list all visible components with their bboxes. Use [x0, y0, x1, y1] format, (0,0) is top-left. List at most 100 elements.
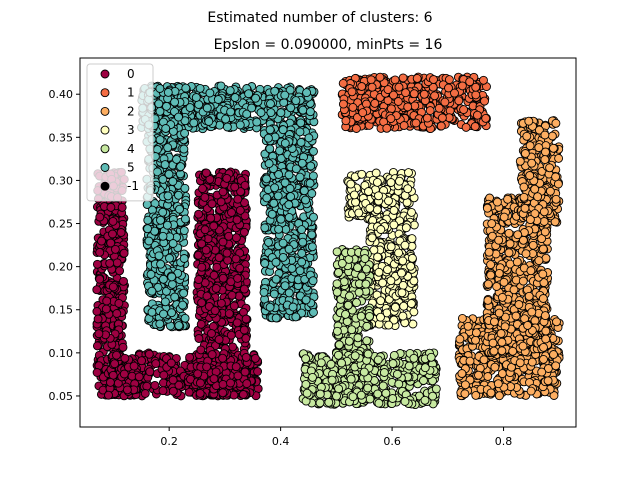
- point-cluster-2: [463, 321, 473, 331]
- point-cluster-2: [552, 317, 561, 327]
- point-cluster-0: [110, 244, 120, 254]
- point-cluster-1: [403, 102, 413, 112]
- point-cluster-2: [514, 300, 524, 309]
- point-cluster-4: [392, 369, 402, 379]
- point-cluster-0: [168, 375, 178, 385]
- point-cluster-2: [518, 341, 528, 351]
- point-cluster-0: [209, 270, 219, 280]
- point-cluster-4: [327, 375, 337, 385]
- point-cluster-2: [541, 326, 551, 336]
- point-cluster-0: [233, 194, 243, 204]
- point-cluster-0: [197, 262, 207, 272]
- point-cluster-2: [499, 277, 509, 287]
- point-cluster-0: [115, 266, 125, 276]
- point-cluster-0: [92, 259, 102, 269]
- point-cluster-2: [530, 184, 540, 194]
- point-cluster-2: [455, 334, 465, 344]
- point-cluster-0: [207, 199, 217, 209]
- point-cluster-2: [527, 307, 537, 317]
- point-cluster-2: [511, 311, 521, 321]
- point-cluster-2: [497, 337, 507, 347]
- point-cluster-0: [218, 187, 228, 197]
- point-cluster-0: [158, 386, 168, 396]
- point-cluster-3: [389, 205, 399, 215]
- point-cluster-1: [394, 82, 404, 92]
- point-cluster-2: [483, 372, 493, 381]
- point-cluster-2: [538, 294, 548, 303]
- point-cluster-0: [226, 378, 235, 388]
- point-cluster-0: [95, 212, 105, 222]
- point-cluster-0: [201, 245, 211, 255]
- point-cluster-0: [166, 358, 176, 368]
- point-cluster-0: [116, 228, 126, 237]
- point-cluster-0: [200, 225, 210, 235]
- point-cluster-0: [226, 330, 236, 340]
- point-cluster-0: [112, 350, 121, 360]
- point-cluster-0: [105, 377, 115, 387]
- point-cluster-0: [168, 386, 178, 396]
- point-cluster-2: [460, 380, 470, 390]
- point-cluster-2: [490, 362, 500, 372]
- point-cluster-2: [465, 356, 475, 366]
- point-cluster-3: [374, 191, 383, 201]
- point-cluster-5: [222, 122, 232, 132]
- point-cluster-5: [244, 89, 254, 99]
- point-cluster-3: [367, 233, 377, 243]
- point-cluster-2: [486, 388, 496, 398]
- point-cluster-5: [247, 103, 257, 113]
- point-cluster-0: [206, 213, 216, 223]
- point-cluster-0: [185, 352, 195, 362]
- point-cluster-4: [365, 394, 375, 404]
- point-cluster-1: [383, 85, 393, 95]
- point-cluster-2: [541, 334, 551, 344]
- point-cluster-1: [375, 72, 385, 82]
- point-cluster-0: [122, 385, 132, 395]
- point-cluster-2: [494, 268, 504, 278]
- point-cluster-3: [378, 278, 388, 288]
- point-cluster-2: [483, 295, 493, 305]
- point-cluster-2: [518, 276, 528, 286]
- point-cluster-2: [487, 219, 497, 229]
- point-cluster-2: [512, 257, 522, 267]
- point-cluster-2: [497, 346, 507, 356]
- point-cluster-1: [357, 82, 367, 91]
- point-cluster-3: [395, 176, 404, 186]
- point-cluster-0: [119, 248, 129, 258]
- point-cluster-4: [337, 367, 347, 377]
- point-cluster-4: [409, 353, 419, 363]
- point-cluster-4: [352, 298, 361, 308]
- point-cluster-1: [419, 89, 429, 99]
- point-cluster-2: [527, 357, 537, 367]
- point-cluster-2: [492, 197, 502, 207]
- point-cluster-5: [266, 108, 276, 118]
- point-cluster-4: [373, 389, 383, 399]
- point-cluster-3: [394, 248, 404, 258]
- point-cluster-0: [150, 380, 160, 390]
- point-cluster-4: [302, 388, 312, 398]
- chart-suptitle: Estimated number of clusters: 6: [207, 10, 432, 26]
- point-cluster-0: [195, 378, 205, 388]
- point-cluster-4: [356, 390, 366, 400]
- point-cluster-4: [353, 333, 363, 343]
- point-cluster-0: [117, 202, 127, 212]
- point-cluster-2: [540, 130, 550, 140]
- point-cluster-0: [253, 367, 263, 376]
- point-cluster-0: [210, 306, 220, 316]
- point-cluster-0: [241, 314, 251, 324]
- point-cluster-4: [334, 268, 343, 277]
- point-cluster-2: [545, 186, 555, 196]
- point-cluster-0: [233, 371, 243, 381]
- point-cluster-5: [305, 107, 315, 117]
- point-cluster-0: [104, 390, 113, 400]
- point-cluster-3: [397, 268, 406, 278]
- point-cluster-2: [484, 247, 494, 257]
- point-cluster-2: [483, 279, 493, 289]
- point-cluster-3: [407, 207, 416, 217]
- point-cluster-2: [471, 328, 481, 338]
- point-cluster-3: [409, 307, 419, 317]
- point-cluster-3: [407, 253, 417, 263]
- point-cluster-2: [489, 346, 499, 356]
- point-cluster-1: [430, 91, 440, 101]
- point-cluster-1: [479, 75, 488, 85]
- point-cluster-0: [222, 173, 232, 183]
